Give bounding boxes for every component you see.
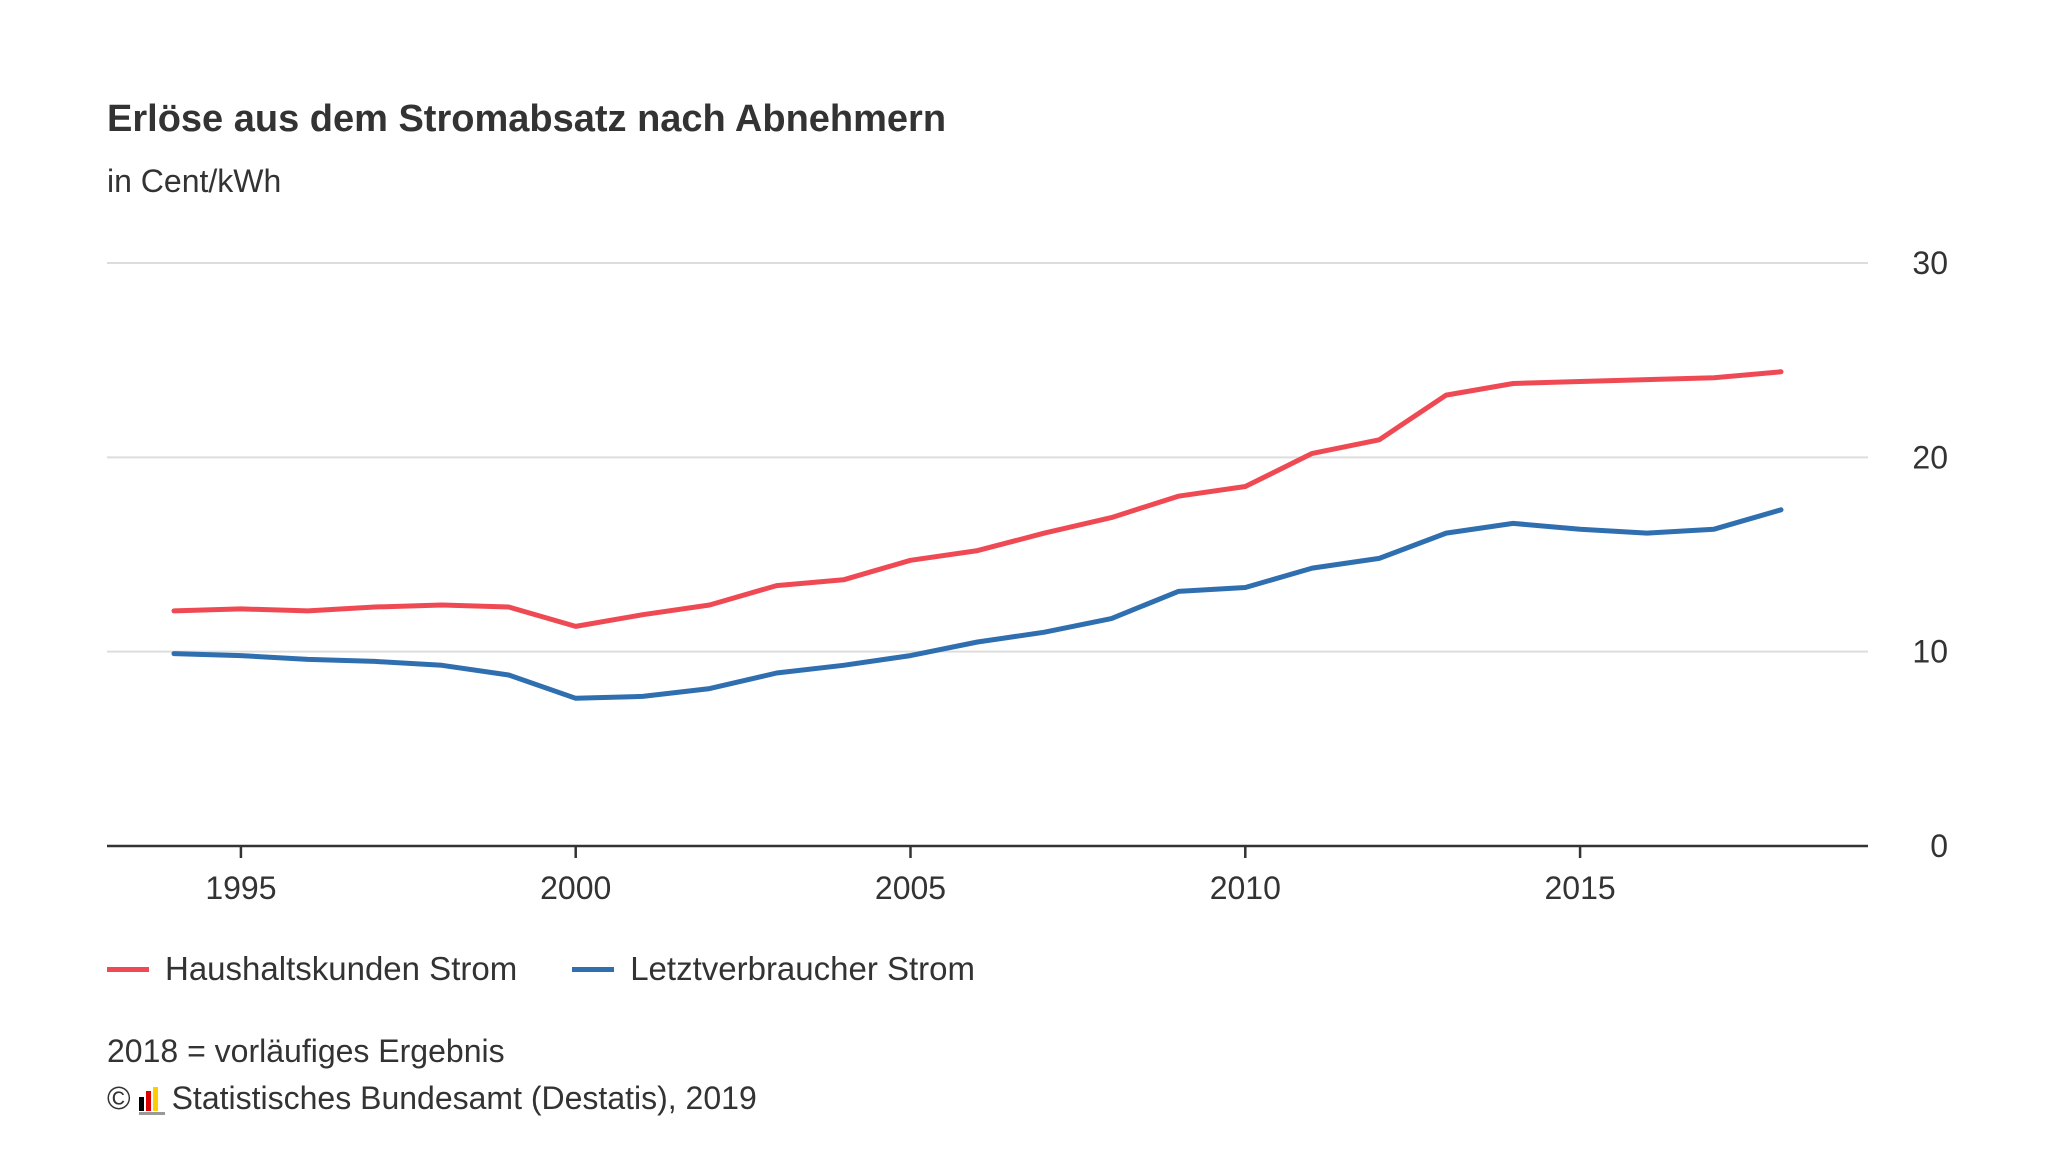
x-tick-label-1995: 1995 xyxy=(205,870,276,906)
x-tick-label-2000: 2000 xyxy=(540,870,611,906)
destatis-logo-icon xyxy=(138,1086,165,1115)
y-tick-label-20: 20 xyxy=(1912,439,1948,475)
legend-item-haushaltskunden[interactable]: Haushaltskunden Strom xyxy=(107,950,517,988)
source-line: © Statistisches Bundesamt (Destatis), 20… xyxy=(107,1080,757,1117)
legend-swatch-haushaltskunden xyxy=(107,966,149,972)
legend-label-letztverbraucher: Letztverbraucher Strom xyxy=(630,950,976,987)
series-line-1 xyxy=(171,507,1784,701)
copyright-symbol: © xyxy=(107,1080,131,1116)
footnote: 2018 = vorläufiges Ergebnis xyxy=(107,1033,505,1069)
series-line-0 xyxy=(171,369,1784,629)
x-tick-label-2015: 2015 xyxy=(1544,870,1615,906)
y-tick-label-10: 10 xyxy=(1912,634,1948,670)
x-tick-label-2010: 2010 xyxy=(1210,870,1281,906)
legend-swatch-letztverbraucher xyxy=(572,966,615,972)
source-text: Statistisches Bundesamt (Destatis), 2019 xyxy=(171,1080,757,1116)
y-tick-label-30: 30 xyxy=(1912,245,1948,281)
chart-title: Erlöse aus dem Stromabsatz nach Abnehmer… xyxy=(107,98,947,140)
chart-subtitle: in Cent/kWh xyxy=(107,163,282,199)
legend-item-letztverbraucher[interactable]: Letztverbraucher Strom xyxy=(572,950,975,988)
legend-label-haushaltskunden: Haushaltskunden Strom xyxy=(165,950,518,987)
x-tick-label-2005: 2005 xyxy=(875,870,946,906)
y-tick-label-0: 0 xyxy=(1930,828,1948,864)
line-chart: 0 10 20 30 1995 2000 2005 2010 2015 xyxy=(107,245,1948,906)
chart-legend: Haushaltskunden Strom Letztverbraucher S… xyxy=(107,950,1030,988)
